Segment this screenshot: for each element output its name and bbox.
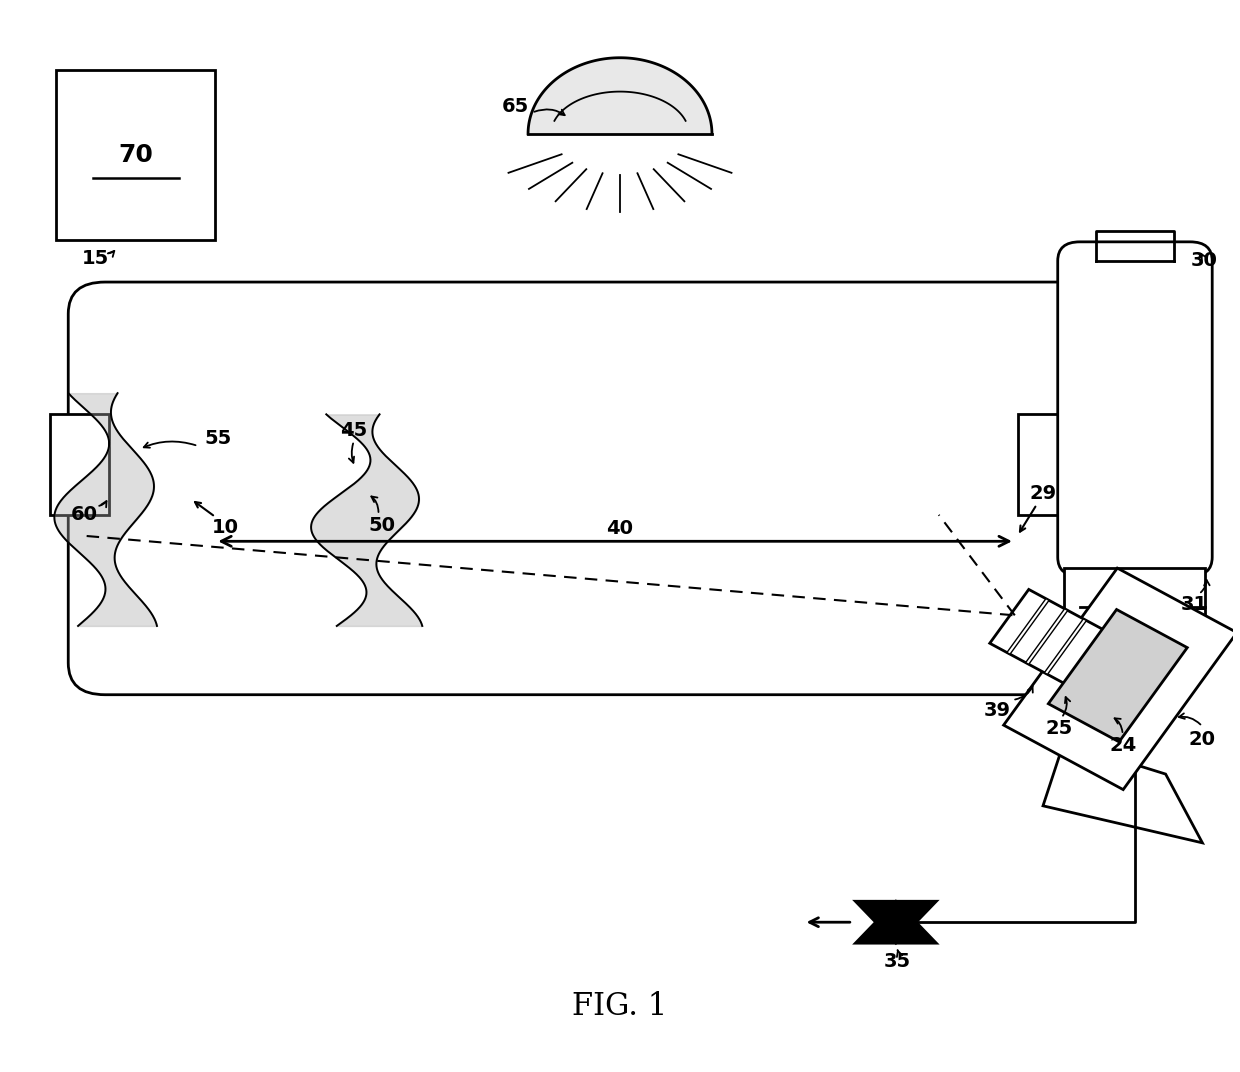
Polygon shape [1048, 610, 1187, 742]
Text: 24: 24 [1109, 736, 1136, 755]
Polygon shape [1007, 598, 1049, 654]
FancyBboxPatch shape [56, 71, 216, 240]
FancyBboxPatch shape [50, 414, 109, 515]
Text: 39: 39 [985, 701, 1011, 720]
Polygon shape [990, 590, 1104, 684]
Polygon shape [1025, 609, 1068, 665]
Polygon shape [1044, 619, 1086, 674]
Text: 55: 55 [205, 429, 232, 448]
Polygon shape [528, 58, 712, 134]
Text: 15: 15 [82, 250, 109, 268]
Text: 20: 20 [1189, 730, 1216, 748]
Text: 45: 45 [340, 420, 367, 440]
Text: 30: 30 [1190, 252, 1218, 270]
Text: 25: 25 [1045, 719, 1073, 739]
Text: 35: 35 [884, 952, 910, 971]
Polygon shape [1043, 742, 1203, 843]
FancyBboxPatch shape [1018, 414, 1065, 515]
Text: 70: 70 [118, 143, 153, 167]
Text: 60: 60 [71, 505, 98, 524]
Text: 50: 50 [368, 516, 396, 535]
Text: 65: 65 [502, 96, 529, 116]
Text: 29: 29 [1029, 485, 1056, 503]
Polygon shape [1003, 568, 1236, 790]
Text: 40: 40 [606, 519, 634, 538]
Polygon shape [856, 902, 936, 943]
Text: FIG. 1: FIG. 1 [573, 992, 667, 1023]
Text: 10: 10 [212, 518, 238, 537]
FancyBboxPatch shape [68, 282, 1111, 695]
FancyBboxPatch shape [1058, 242, 1213, 577]
FancyBboxPatch shape [1064, 568, 1205, 647]
Polygon shape [856, 902, 936, 943]
Text: 31: 31 [1180, 595, 1208, 614]
